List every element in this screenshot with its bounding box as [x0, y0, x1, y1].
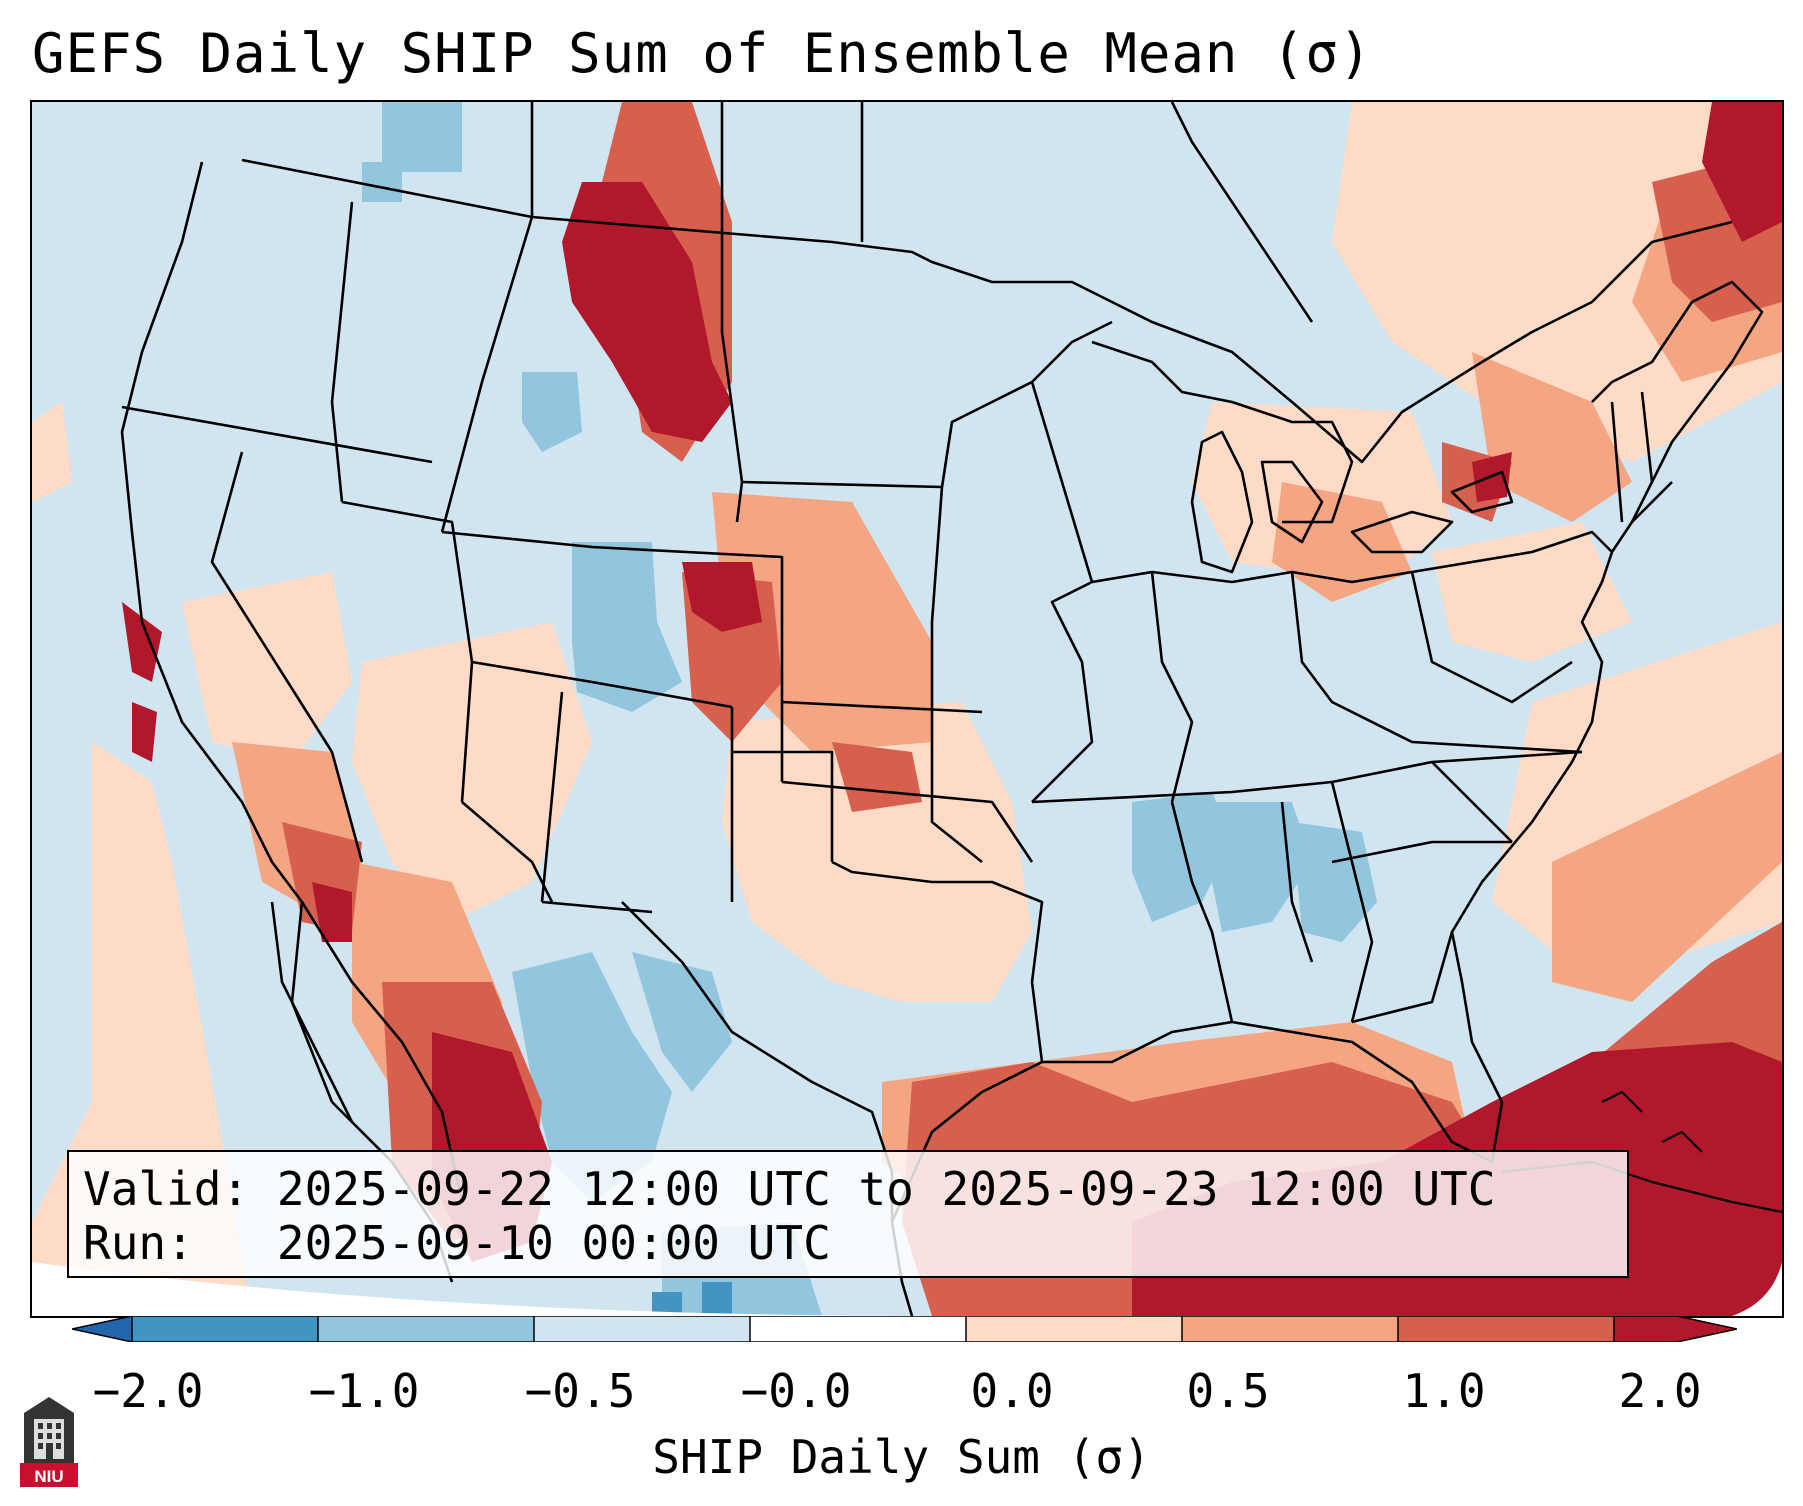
colorbar-tick-label: −0.5	[524, 1364, 636, 1418]
colorbar-extend-low	[72, 1316, 132, 1342]
colorbar-label: SHIP Daily Sum (σ)	[652, 1430, 1151, 1484]
valid-run-info: Valid: 2025-09-22 12:00 UTC to 2025-09-2…	[67, 1150, 1629, 1278]
logo-text: NIU	[34, 1467, 63, 1486]
niu-logo-icon: NIU	[20, 1397, 78, 1487]
map-panel	[30, 100, 1784, 1318]
colorbar-tick-label: 0.5	[1186, 1364, 1270, 1418]
political-boundaries	[120, 102, 1782, 1316]
valid-value: 2025-09-22 12:00 UTC to 2025-09-23 12:00…	[276, 1162, 1496, 1216]
colorbar-extend-high	[1677, 1316, 1737, 1342]
colorbar-tick-label: 2.0	[1618, 1364, 1702, 1418]
page-title: GEFS Daily SHIP Sum of Ensemble Mean (σ)	[32, 22, 1373, 85]
colorbar-tick-label: 1.0	[1402, 1364, 1486, 1418]
run-label: Run:	[83, 1216, 194, 1270]
colorbar-tick-label: −0.0	[740, 1364, 852, 1418]
colorbar-tick-label: 0.0	[970, 1364, 1054, 1418]
colorbar-tick-label: −2.0	[92, 1364, 204, 1418]
projection-edge	[32, 1262, 932, 1316]
colorbar-tick-label: −1.0	[308, 1364, 420, 1418]
ship-field-map	[32, 102, 1782, 1316]
negative-anomaly-patches	[362, 102, 1377, 1316]
run-value: 2025-09-10 00:00 UTC	[276, 1216, 831, 1270]
colorbar	[72, 1316, 1737, 1342]
valid-label: Valid:	[83, 1162, 250, 1216]
